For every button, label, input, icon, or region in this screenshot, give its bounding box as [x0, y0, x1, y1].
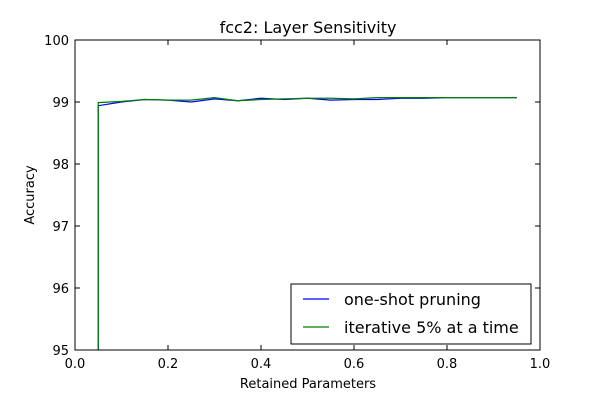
x-tick-label: 0.0: [65, 357, 86, 372]
x-tick-label: 1.0: [530, 357, 551, 372]
legend: one-shot pruning iterative 5% at a time: [290, 283, 532, 345]
chart-title: fcc2: Layer Sensitivity: [220, 18, 397, 37]
x-tick-label: 0.4: [251, 357, 272, 372]
y-axis-label: Accuracy: [23, 165, 38, 225]
x-tick-label: 0.6: [344, 357, 365, 372]
x-axis-label: Retained Parameters: [240, 377, 376, 392]
legend-label-2: iterative 5% at a time: [344, 318, 519, 337]
x-tick-label: 0.2: [158, 357, 179, 372]
y-tick-label: 99: [52, 96, 69, 111]
legend-box: [290, 283, 532, 345]
x-tick-label: 0.8: [437, 357, 458, 372]
series-line-2: [97, 97, 517, 350]
plot-frame: [74, 39, 541, 351]
y-tick-label: 97: [52, 220, 69, 235]
y-tick-label: 98: [52, 158, 69, 173]
y-tick-label: 96: [52, 282, 69, 297]
y-tick-label: 100: [44, 34, 69, 49]
legend-label-1: one-shot pruning: [344, 290, 481, 309]
plot-area: 0.0 0.2 0.4 0.6 0.8 1.0 95 96 97 98 99 100: [44, 34, 550, 372]
y-tick-label: 95: [52, 344, 69, 359]
